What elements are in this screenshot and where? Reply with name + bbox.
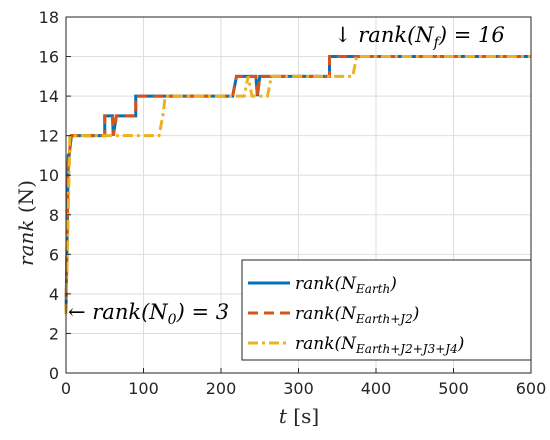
x-tick-label: 0 <box>61 379 71 398</box>
y-axis-label-tail: (N) <box>14 180 38 219</box>
y-tick-label: 18 <box>39 8 59 27</box>
y-axis-label-main: rank <box>14 219 38 265</box>
y-tick-label: 10 <box>39 166 59 185</box>
legend-label-earth-j2: rank(NEarth+J2) <box>295 304 419 326</box>
x-tick-label: 500 <box>438 379 469 398</box>
legend-label-earth-j2-j3-j4-main: rank(N <box>295 334 357 354</box>
annotation-initial-rank: ← rank(N0) = 3 <box>68 300 229 328</box>
legend-label-earth-j2-j3-j4-sub: Earth+J2+J3+J4 <box>355 342 458 356</box>
legend-label-earth-sub: Earth <box>355 282 390 296</box>
x-tick-label: 600 <box>516 379 547 398</box>
legend-label-earth-j2-tail: ) <box>412 304 420 324</box>
annotation-initial-rank-sub: 0 <box>168 312 177 328</box>
legend-label-earth-j2-sub: Earth+J2 <box>355 312 413 326</box>
series-line-2 <box>64 55 531 314</box>
legend: rank(NEarth) rank(NEarth+J2) rank(NEarth… <box>241 259 532 361</box>
annotation-final-rank: ↓ rank(Nf) = 16 <box>334 23 505 51</box>
annotation-initial-rank-main: ← rank(N <box>68 300 168 324</box>
x-axis-label: t [s] <box>279 404 319 428</box>
series-layer <box>64 55 531 314</box>
legend-label-earth: rank(NEarth) <box>295 274 397 296</box>
x-axis-label-tail: [s] <box>287 404 319 428</box>
x-tick-label: 300 <box>283 379 314 398</box>
x-tick-label: 400 <box>361 379 392 398</box>
annotation-final-rank-main: ↓ rank(N <box>334 23 434 47</box>
axis-ticks: 0 100 200 300 400 500 600 0 2 4 6 8 10 12 14 16 18 <box>39 8 547 398</box>
annotation-final-rank-sub: f <box>433 35 442 51</box>
y-tick-label: 8 <box>49 206 59 225</box>
legend-label-earth-tail: ) <box>389 274 397 294</box>
annotation-final-rank-tail: ) = 16 <box>438 23 505 47</box>
series-line-1 <box>64 55 531 314</box>
y-tick-label: 2 <box>49 324 59 343</box>
y-tick-label: 4 <box>49 285 59 304</box>
y-tick-label: 12 <box>39 127 59 146</box>
y-tick-label: 16 <box>39 48 59 67</box>
x-tick-label: 200 <box>206 379 237 398</box>
annotation-initial-rank-tail: ) = 3 <box>176 300 230 324</box>
legend-box <box>241 259 532 361</box>
legend-label-earth-j2-main: rank(N <box>295 304 357 324</box>
legend-label-earth-main: rank(N <box>295 274 357 294</box>
x-tick-label: 100 <box>128 379 159 398</box>
y-axis-label: rank (N) <box>14 180 38 266</box>
legend-label-earth-j2-j3-j4-tail: ) <box>457 334 465 354</box>
y-tick-label: 6 <box>49 245 59 264</box>
y-tick-label: 14 <box>39 87 59 106</box>
y-tick-label: 0 <box>49 364 59 383</box>
legend-label-earth-j2-j3-j4: rank(NEarth+J2+J3+J4) <box>295 334 464 356</box>
x-axis-label-main: t <box>279 404 288 428</box>
